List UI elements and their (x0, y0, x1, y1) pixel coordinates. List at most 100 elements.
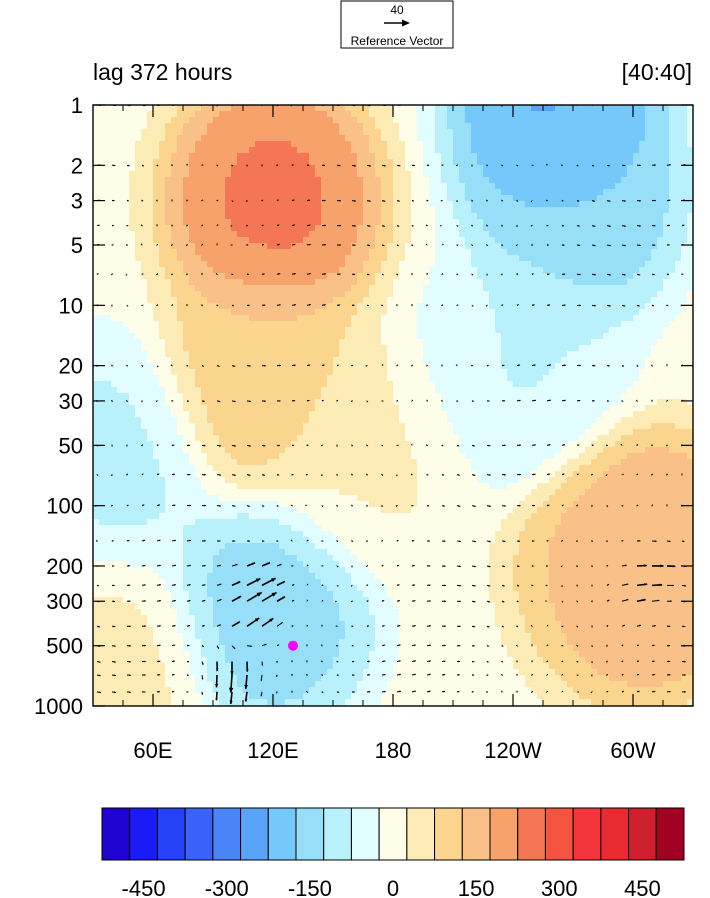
contour-cell (261, 681, 268, 688)
contour-cell (201, 417, 208, 424)
contour-cell (375, 213, 382, 220)
contour-cell (171, 513, 178, 520)
contour-cell (117, 417, 124, 424)
contour-cell (195, 285, 202, 292)
contour-cell (243, 561, 250, 568)
contour-cell (207, 123, 214, 130)
contour-cell (291, 267, 298, 274)
contour-cell (309, 195, 316, 202)
contour-cell (303, 507, 310, 514)
contour-cell (129, 345, 136, 352)
contour-cell (237, 459, 244, 466)
contour-cell (321, 363, 328, 370)
contour-cell (267, 153, 274, 160)
contour-cell (369, 291, 376, 298)
contour-cell (255, 495, 262, 502)
contour-cell (309, 573, 316, 580)
contour-cell (327, 315, 334, 322)
contour-cell (249, 213, 256, 220)
contour-cell (333, 411, 340, 418)
contour-cell (243, 621, 250, 628)
contour-cell (183, 573, 190, 580)
contour-cell (315, 333, 322, 340)
contour-cell (267, 267, 274, 274)
contour-cell (135, 579, 142, 586)
contour-cell (369, 555, 376, 562)
contour-cell (297, 579, 304, 586)
contour-cell (159, 459, 166, 466)
contour-cell (201, 351, 208, 358)
contour-cell (159, 603, 166, 610)
contour-cell (315, 189, 322, 196)
contour-cell (195, 645, 202, 652)
contour-cell (327, 213, 334, 220)
contour-cell (141, 681, 148, 688)
contour-cell (255, 483, 262, 490)
contour-cell (231, 507, 238, 514)
contour-cell (201, 441, 208, 448)
contour-cell (279, 411, 286, 418)
contour-cell (153, 579, 160, 586)
contour-cell (183, 489, 190, 496)
contour-cell (201, 393, 208, 400)
contour-cell (249, 549, 256, 556)
contour-cell (255, 663, 262, 670)
contour-cell (165, 303, 172, 310)
contour-cell (141, 627, 148, 634)
contour-cell (225, 579, 232, 586)
contour-cell (345, 567, 352, 574)
contour-cell (273, 537, 280, 544)
contour-cell (249, 645, 256, 652)
contour-cell (201, 291, 208, 298)
contour-cell (99, 387, 106, 394)
contour-cell (315, 255, 322, 262)
contour-cell (117, 333, 124, 340)
contour-cell (171, 447, 178, 454)
contour-cell (111, 321, 118, 328)
contour-cell (99, 651, 106, 658)
contour-cell (333, 339, 340, 346)
contour-cell (177, 615, 184, 622)
contour-cell (141, 363, 148, 370)
contour-cell (105, 573, 112, 580)
contour-cell (321, 525, 328, 532)
contour-cell (123, 567, 130, 574)
contour-cell (117, 303, 124, 310)
contour-cell (237, 543, 244, 550)
contour-cell (231, 183, 238, 190)
contour-cell (387, 243, 394, 250)
contour-cell (357, 429, 364, 436)
contour-cell (321, 627, 328, 634)
contour-cell (147, 585, 154, 592)
contour-cell (99, 459, 106, 466)
contour-cell (201, 663, 208, 670)
contour-cell (141, 255, 148, 262)
contour-cell (273, 639, 280, 646)
contour-cell (111, 327, 118, 334)
contour-cell (243, 387, 250, 394)
contour-cell (183, 399, 190, 406)
contour-cell (177, 507, 184, 514)
contour-cell (129, 483, 136, 490)
contour-cell (129, 105, 136, 112)
contour-cell (171, 141, 178, 148)
contour-cell (345, 225, 352, 232)
contour-cell (195, 291, 202, 298)
contour-cell (171, 645, 178, 652)
contour-cell (267, 471, 274, 478)
contour-cell (351, 567, 358, 574)
contour-cell (381, 699, 388, 706)
contour-cell (231, 153, 238, 160)
contour-cell (189, 465, 196, 472)
contour-cell (381, 663, 388, 670)
contour-cell (291, 453, 298, 460)
contour-cell (381, 375, 388, 382)
contour-cell (159, 441, 166, 448)
contour-cell (177, 603, 184, 610)
contour-cell (309, 525, 316, 532)
contour-cell (171, 585, 178, 592)
contour-cell (297, 393, 304, 400)
contour-cell (129, 465, 136, 472)
contour-cell (375, 273, 382, 280)
contour-cell (267, 273, 274, 280)
